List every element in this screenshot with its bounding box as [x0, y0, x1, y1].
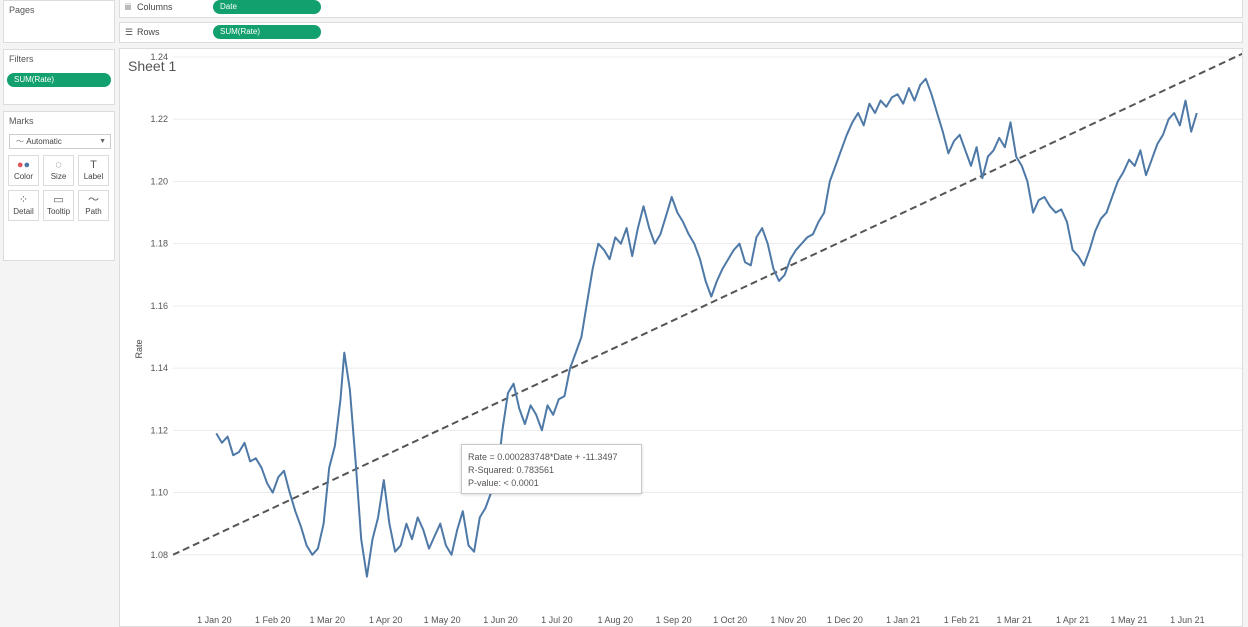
- columns-pill-date[interactable]: Date: [213, 0, 321, 14]
- x-tick-label: 1 Mar 21: [997, 615, 1033, 625]
- path-icon: 〜: [88, 194, 99, 206]
- x-tick-label: 1 Apr 20: [369, 615, 403, 625]
- rows-icon: ☰: [125, 27, 134, 37]
- tooltip-button[interactable]: ▭ Tooltip: [43, 190, 74, 221]
- tooltip-equation: Rate = 0.000283748*Date + -11.3497: [468, 452, 618, 462]
- detail-button[interactable]: ⁘ Detail: [8, 190, 39, 221]
- x-tick-label: 1 May 20: [424, 615, 461, 625]
- rows-label-text: Rows: [137, 27, 160, 37]
- color-icon: ●●: [16, 159, 31, 171]
- x-tick-label: 1 Apr 21: [1056, 615, 1090, 625]
- rows-pill-sum-rate[interactable]: SUM(Rate): [213, 25, 321, 39]
- filter-pill-sum-rate[interactable]: SUM(Rate): [7, 73, 111, 87]
- line-chart: 1.08 1.10 1.12 1.14 1.16 1.18 1.20 1.22 1.24 1 J…: [134, 52, 1242, 625]
- rows-shelf-label: ☰ Rows: [125, 27, 160, 38]
- x-tick-label: 1 Mar 20: [310, 615, 346, 625]
- columns-shelf-label: iii Columns: [125, 2, 173, 12]
- pages-label: Pages: [9, 5, 35, 15]
- pages-card: Pages: [3, 0, 115, 43]
- x-tick-label: 1 Jun 21: [1170, 615, 1205, 625]
- y-tick-label: 1.12: [150, 425, 168, 435]
- size-label: Size: [50, 172, 67, 181]
- size-icon: ◌: [55, 159, 62, 171]
- detail-label: Detail: [13, 207, 34, 216]
- y-tick-label: 1.16: [150, 301, 168, 311]
- filters-card: Filters SUM(Rate): [3, 49, 115, 105]
- tooltip-icon: ▭: [53, 194, 64, 206]
- columns-label-text: Columns: [137, 2, 173, 12]
- x-tick-label: 1 Oct 20: [713, 615, 747, 625]
- y-tick-label: 1.18: [150, 239, 168, 249]
- series-line-rate: [215, 77, 1198, 578]
- y-tick-label: 1.14: [150, 363, 168, 373]
- size-button[interactable]: ◌ Size: [43, 155, 74, 186]
- left-panel: Pages Filters SUM(Rate) Marks 〜 Automati…: [0, 0, 116, 627]
- detail-icon: ⁘: [18, 194, 29, 206]
- columns-icon: iii: [125, 2, 131, 12]
- marks-card: Marks 〜 Automatic ▼ ●● Color ◌ Size T La…: [3, 111, 115, 261]
- sheet-view: Sheet 1 1.08 1.10 1.12 1.14 1.16 1.18 1.20 1.22…: [119, 48, 1243, 627]
- columns-shelf[interactable]: iii Columns Date: [119, 0, 1243, 18]
- rows-shelf[interactable]: ☰ Rows SUM(Rate): [119, 22, 1243, 43]
- label-button[interactable]: T Label: [78, 155, 109, 186]
- color-label: Color: [13, 172, 34, 181]
- y-axis-label: Rate: [134, 339, 144, 358]
- sheet-title: Sheet 1: [128, 58, 177, 74]
- label-icon: T: [90, 159, 97, 171]
- y-tick-label: 1.10: [150, 488, 168, 498]
- trend-line: [172, 52, 1242, 556]
- label-label: Label: [83, 172, 104, 181]
- filters-label: Filters: [9, 54, 34, 64]
- tooltip-r-squared: R-Squared: 0.783561: [468, 465, 555, 475]
- tooltip-p-value: P-value: < 0.0001: [468, 478, 539, 488]
- x-tick-label: 1 Dec 20: [827, 615, 863, 625]
- mark-type-dropdown[interactable]: 〜 Automatic ▼: [9, 134, 111, 149]
- y-tick-label: 1.24: [150, 52, 168, 62]
- x-tick-label: 1 Aug 20: [598, 615, 634, 625]
- y-tick-label: 1.08: [150, 550, 168, 560]
- trend-tooltip: Rate = 0.000283748*Date + -11.3497 R-Squ…: [461, 444, 642, 494]
- chevron-down-icon: ▼: [99, 138, 106, 145]
- mark-type-value: Automatic: [26, 137, 62, 146]
- line-mark-icon: 〜: [16, 137, 27, 146]
- path-label: Path: [85, 207, 102, 216]
- x-tick-label: 1 Jan 21: [886, 615, 921, 625]
- x-tick-label: 1 Jun 20: [483, 615, 518, 625]
- x-tick-label: 1 Sep 20: [656, 615, 692, 625]
- x-tick-label: 1 Jan 20: [197, 615, 232, 625]
- y-tick-label: 1.22: [150, 114, 168, 124]
- x-tick-label: 1 May 21: [1111, 615, 1148, 625]
- marks-label: Marks: [9, 116, 34, 126]
- color-button[interactable]: ●● Color: [8, 155, 39, 186]
- y-tick-label: 1.20: [150, 176, 168, 186]
- tooltip-label: Tooltip: [46, 207, 71, 216]
- x-tick-label: 1 Feb 21: [944, 615, 980, 625]
- x-tick-label: 1 Nov 20: [770, 615, 806, 625]
- x-tick-label: 1 Jul 20: [541, 615, 573, 625]
- x-tick-label: 1 Feb 20: [255, 615, 291, 625]
- path-button[interactable]: 〜 Path: [78, 190, 109, 221]
